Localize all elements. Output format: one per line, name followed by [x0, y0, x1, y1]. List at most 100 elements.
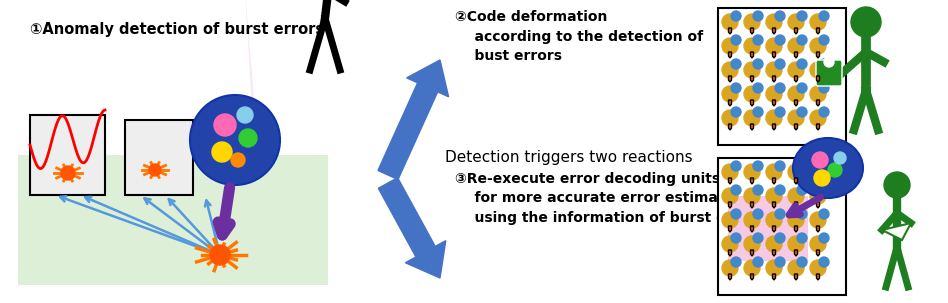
FancyArrow shape	[794, 274, 797, 280]
FancyArrow shape	[751, 76, 754, 82]
Circle shape	[884, 172, 910, 198]
Circle shape	[722, 86, 738, 102]
FancyArrow shape	[751, 52, 754, 58]
Circle shape	[775, 257, 785, 267]
Bar	[728, 196, 808, 261]
Circle shape	[788, 212, 804, 228]
Circle shape	[819, 59, 829, 69]
Circle shape	[788, 164, 804, 180]
FancyArrow shape	[794, 52, 797, 58]
Circle shape	[819, 257, 829, 267]
FancyArrow shape	[751, 124, 754, 130]
FancyArrow shape	[816, 202, 819, 208]
Circle shape	[788, 86, 804, 102]
Circle shape	[797, 257, 807, 267]
Circle shape	[766, 260, 782, 276]
FancyArrow shape	[751, 202, 754, 208]
FancyArrow shape	[794, 100, 797, 106]
Circle shape	[753, 83, 763, 93]
Circle shape	[819, 83, 829, 93]
Circle shape	[231, 153, 245, 167]
Circle shape	[810, 164, 826, 180]
FancyArrow shape	[728, 178, 732, 184]
Circle shape	[810, 188, 826, 204]
FancyArrow shape	[773, 28, 775, 34]
Circle shape	[797, 161, 807, 171]
Bar	[30, 115, 105, 195]
FancyArrow shape	[728, 124, 732, 130]
Circle shape	[819, 35, 829, 45]
Circle shape	[731, 185, 741, 195]
Circle shape	[775, 11, 785, 21]
Circle shape	[753, 11, 763, 21]
FancyArrow shape	[816, 52, 819, 58]
FancyArrow shape	[751, 226, 754, 232]
Circle shape	[766, 164, 782, 180]
Circle shape	[775, 209, 785, 219]
Circle shape	[149, 164, 161, 176]
Circle shape	[722, 236, 738, 252]
Circle shape	[753, 35, 763, 45]
Circle shape	[744, 110, 760, 126]
Circle shape	[766, 62, 782, 78]
Circle shape	[744, 236, 760, 252]
Circle shape	[744, 188, 760, 204]
Circle shape	[775, 59, 785, 69]
FancyArrow shape	[773, 52, 775, 58]
FancyArrow shape	[794, 76, 797, 82]
FancyArrow shape	[794, 28, 797, 34]
FancyArrow shape	[773, 226, 775, 232]
Circle shape	[810, 260, 826, 276]
Circle shape	[775, 233, 785, 243]
Circle shape	[810, 236, 826, 252]
Circle shape	[788, 110, 804, 126]
Circle shape	[775, 35, 785, 45]
Circle shape	[797, 185, 807, 195]
Circle shape	[753, 59, 763, 69]
FancyArrow shape	[773, 178, 775, 184]
FancyArrow shape	[773, 274, 775, 280]
Circle shape	[731, 59, 741, 69]
FancyArrow shape	[728, 274, 732, 280]
Circle shape	[775, 161, 785, 171]
FancyArrow shape	[816, 250, 819, 256]
FancyArrow shape	[728, 28, 732, 34]
Circle shape	[744, 86, 760, 102]
Circle shape	[766, 212, 782, 228]
Ellipse shape	[793, 138, 863, 198]
FancyArrow shape	[816, 226, 819, 232]
FancyArrow shape	[816, 178, 819, 184]
Circle shape	[722, 14, 738, 30]
Circle shape	[744, 260, 760, 276]
Circle shape	[788, 236, 804, 252]
Text: ①Anomaly detection of burst errors: ①Anomaly detection of burst errors	[30, 22, 324, 37]
Circle shape	[731, 83, 741, 93]
Circle shape	[722, 188, 738, 204]
Circle shape	[722, 260, 738, 276]
Circle shape	[810, 86, 826, 102]
Circle shape	[753, 257, 763, 267]
Circle shape	[851, 7, 881, 37]
Bar	[718, 8, 846, 145]
Circle shape	[731, 257, 741, 267]
FancyArrow shape	[773, 124, 775, 130]
FancyArrow shape	[728, 100, 732, 106]
Circle shape	[819, 233, 829, 243]
FancyArrow shape	[728, 52, 732, 58]
Circle shape	[731, 107, 741, 117]
FancyBboxPatch shape	[816, 60, 842, 86]
FancyArrow shape	[378, 60, 448, 180]
Polygon shape	[245, 0, 255, 160]
Circle shape	[766, 188, 782, 204]
Circle shape	[766, 38, 782, 54]
Ellipse shape	[190, 95, 280, 185]
Circle shape	[239, 129, 257, 147]
Circle shape	[797, 83, 807, 93]
FancyArrow shape	[751, 28, 754, 34]
Circle shape	[766, 14, 782, 30]
Circle shape	[731, 233, 741, 243]
Bar	[125, 120, 193, 195]
Circle shape	[810, 14, 826, 30]
FancyArrow shape	[728, 250, 732, 256]
FancyArrow shape	[773, 202, 775, 208]
